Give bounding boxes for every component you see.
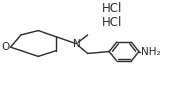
Text: N: N <box>72 39 80 49</box>
Text: HCl: HCl <box>102 16 122 29</box>
Text: NH₂: NH₂ <box>141 46 161 56</box>
Text: O: O <box>2 42 10 52</box>
Text: HCl: HCl <box>102 2 122 15</box>
